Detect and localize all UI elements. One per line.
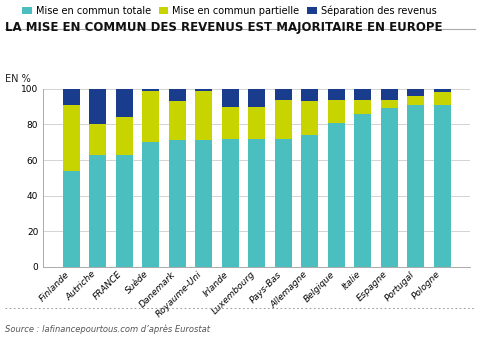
Bar	[354, 89, 372, 100]
Bar	[222, 107, 239, 139]
Bar	[222, 89, 239, 107]
Bar	[275, 139, 292, 267]
Bar	[301, 89, 318, 101]
Text: Source : lafinancepourtous.com d’après Eurostat: Source : lafinancepourtous.com d’après E…	[5, 324, 210, 334]
Bar	[195, 89, 212, 91]
Bar	[142, 91, 159, 142]
Bar	[354, 114, 372, 267]
Bar	[62, 105, 80, 171]
Bar	[354, 100, 372, 114]
Bar	[407, 89, 424, 96]
Bar	[434, 89, 451, 92]
Bar	[168, 101, 186, 141]
Bar	[275, 100, 292, 139]
Bar	[381, 100, 398, 108]
Legend: Mise en commun totale, Mise en commun partielle, Séparation des revenus: Mise en commun totale, Mise en commun pa…	[18, 1, 440, 19]
Bar	[328, 100, 345, 123]
Bar	[434, 105, 451, 267]
Bar	[89, 124, 107, 155]
Bar	[381, 89, 398, 100]
Bar	[434, 92, 451, 105]
Text: LA MISE EN COMMUN DES REVENUS EST MAJORITAIRE EN EUROPE: LA MISE EN COMMUN DES REVENUS EST MAJORI…	[5, 21, 442, 34]
Bar	[116, 155, 133, 267]
Bar	[275, 89, 292, 100]
Bar	[381, 108, 398, 267]
Bar	[248, 89, 265, 107]
Bar	[301, 101, 318, 135]
Text: EN %: EN %	[5, 74, 31, 84]
Bar	[89, 89, 107, 124]
Bar	[168, 89, 186, 101]
Bar	[328, 89, 345, 100]
Bar	[116, 117, 133, 155]
Bar	[407, 96, 424, 105]
Bar	[328, 123, 345, 267]
Bar	[89, 155, 107, 267]
Bar	[62, 89, 80, 105]
Bar	[62, 171, 80, 267]
Bar	[142, 142, 159, 267]
Bar	[301, 135, 318, 267]
Bar	[248, 107, 265, 139]
Bar	[407, 105, 424, 267]
Bar	[116, 89, 133, 117]
Bar	[222, 139, 239, 267]
Bar	[195, 91, 212, 141]
Bar	[195, 141, 212, 267]
Bar	[168, 141, 186, 267]
Bar	[142, 89, 159, 91]
Bar	[248, 139, 265, 267]
